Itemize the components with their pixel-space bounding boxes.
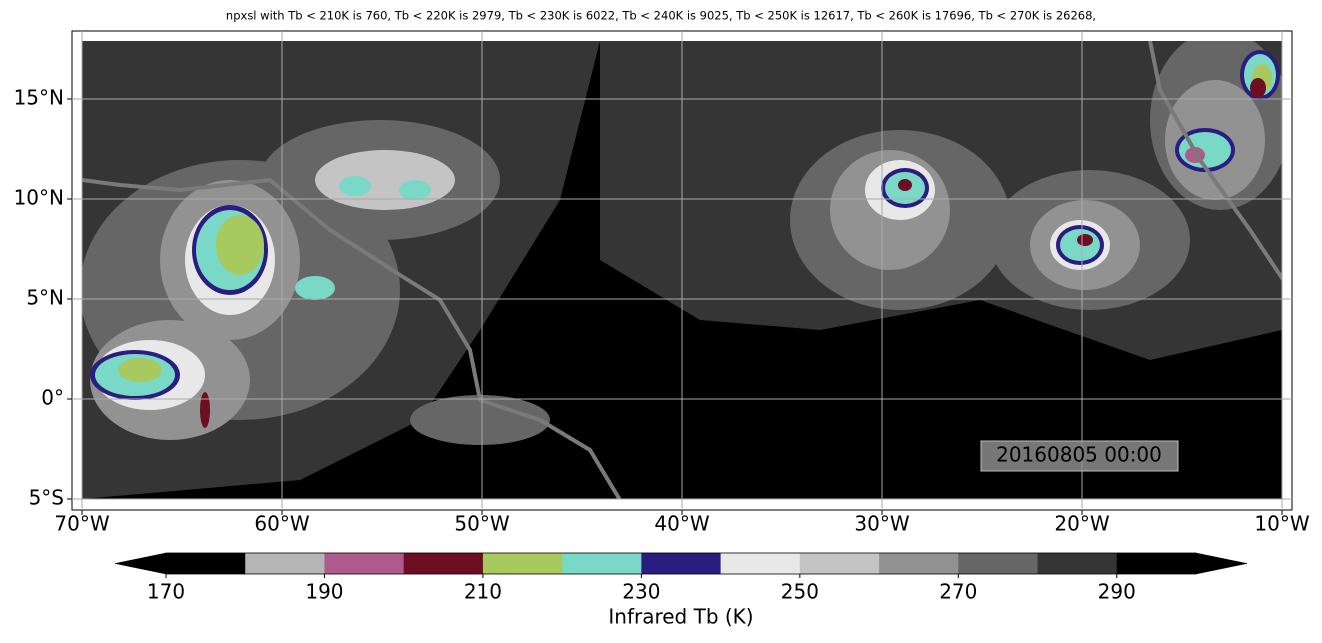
colorbar-tick-label: 270 <box>939 580 977 604</box>
colorbar-segment <box>641 553 722 574</box>
ir-field <box>82 41 1282 499</box>
colorbar-frame <box>165 552 1197 575</box>
colorbar-tick-label: 250 <box>781 580 819 604</box>
y-tick-label: 0° <box>41 386 64 410</box>
colorbar-tick-label: 210 <box>464 580 502 604</box>
colorbar-segment <box>1037 553 1118 574</box>
y-tick-label: 5°N <box>26 286 64 310</box>
colorbar-segment <box>720 553 801 574</box>
colorbar-tick-label: 290 <box>1098 580 1136 604</box>
x-tick-label: 50°W <box>454 512 509 536</box>
y-tick-label: 10°N <box>14 186 64 210</box>
colorbar-label: Infrared Tb (K) <box>608 605 753 629</box>
colorbar: 170 190 210 230 250 270 290 <box>114 552 1248 604</box>
colorbar-segment <box>562 553 642 574</box>
colorbar-segment <box>245 553 325 574</box>
colorbar-segment <box>879 553 959 574</box>
x-tick-label: 60°W <box>254 512 309 536</box>
annotation-box <box>980 440 1179 472</box>
colorbar-tick-label: 170 <box>147 580 185 604</box>
colorbar-tick-label: 190 <box>305 580 343 604</box>
colorbar-segment <box>958 553 1039 574</box>
y-tick-label: 15°N <box>14 86 64 110</box>
colorbar-segment <box>1116 553 1197 574</box>
colorbar-segment <box>166 553 246 574</box>
colorbar-extension <box>1195 552 1248 575</box>
x-tick-label: 10°W <box>1254 512 1309 536</box>
axes: 70°W 60°W 50°W 40°W 30°W 20°W 10°W 5°S 0° 5°N 10°N… <box>14 31 1310 536</box>
x-tick-label: 30°W <box>854 512 909 536</box>
colorbar-segment <box>482 553 563 574</box>
colorbar-segment <box>799 553 880 574</box>
x-tick-label: 70°W <box>54 512 109 536</box>
y-tick-label: 5°S <box>29 486 64 510</box>
title: npxsl with Tb < 210K is 760, Tb < 220K i… <box>226 9 1096 23</box>
x-tick-label: 20°W <box>1054 512 1109 536</box>
colorbar-segment <box>324 553 405 574</box>
colorbar-segment <box>403 553 484 574</box>
colorbar-extension <box>114 552 167 575</box>
colorbar-tick-label: 230 <box>622 580 660 604</box>
x-tick-label: 40°W <box>654 512 709 536</box>
annotation: 20160805 00:00 <box>996 443 1162 467</box>
